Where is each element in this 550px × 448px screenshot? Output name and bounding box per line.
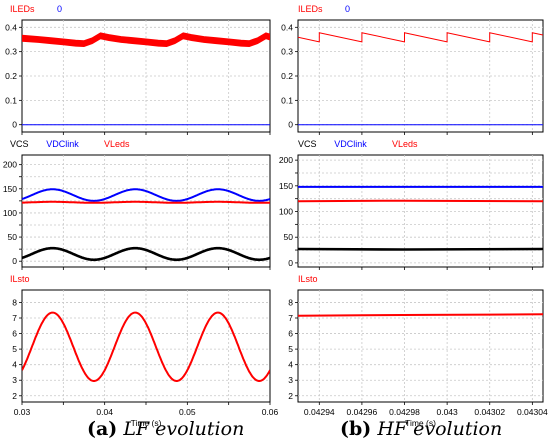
- lf-voltages-ytick-label-2: 50: [8, 232, 18, 242]
- lf-iled-panel: ILEDs 0 0 0.1 0.2 0.3 0.4: [5, 4, 271, 135]
- hf-ilsto-xtick-label-4: 0.04302: [474, 407, 505, 417]
- caption-b-text: HF evolution: [377, 418, 503, 440]
- lf-voltages-ytick-label-4: 100: [3, 208, 17, 218]
- hf-ilsto-series-0: [298, 313, 543, 317]
- hf-iled-legend-0: ILEDs: [298, 4, 323, 14]
- hf-ilsto-xtick-label-0: 0.04294: [304, 407, 335, 417]
- lf-ilsto-ytick-label-1: 3: [12, 375, 17, 385]
- lf-iled-ytick-label-1: 0.1: [5, 95, 17, 105]
- lf-iled-ytick-label-0: 0: [12, 120, 17, 130]
- hf-iled-series-0: [298, 32, 543, 43]
- lf-voltages-series-2: [22, 246, 270, 262]
- lf-ilsto-ytick-label-4: 6: [12, 329, 17, 339]
- hf-ilsto-ytick-label-3: 5: [288, 344, 293, 354]
- lf-voltages-series-1: [22, 200, 270, 204]
- lf-voltages-ytick-label-6: 150: [3, 184, 17, 194]
- lf-voltages-series-0: [22, 188, 270, 202]
- lf-iled-legend-1: 0: [57, 4, 62, 14]
- lf-ilsto-xtick-label-2: 0.04: [96, 407, 113, 417]
- lf-ilsto-xtick-label-0: 0.03: [14, 407, 31, 417]
- hf-voltages-legend-2: VLeds: [392, 139, 418, 149]
- hf-iled-ytick-label-1: 0.1: [281, 95, 293, 105]
- lf-ilsto-ytick-label-5: 7: [12, 313, 17, 323]
- lf-voltages-legend-1: VDClink: [46, 139, 79, 149]
- hf-ilsto-xtick-label-3: 0.043: [436, 407, 458, 417]
- hf-ilsto-legend-0: ILsto: [298, 274, 318, 284]
- hf-voltages-legend-1: VDClink: [334, 139, 367, 149]
- caption-a-text: LF evolution: [123, 418, 245, 440]
- hf-ilsto-ytick-label-6: 8: [288, 297, 293, 307]
- hf-ilsto-ytick-label-1: 3: [288, 375, 293, 385]
- hf-voltages-legend-0: VCS: [298, 139, 317, 149]
- lf-ilsto-xlabel: Time (s): [131, 418, 162, 428]
- hf-ilsto-ytick-label-4: 6: [288, 329, 293, 339]
- lf-ilsto-series-0: [22, 311, 270, 382]
- hf-voltages-ytick-label-2: 50: [284, 232, 294, 242]
- lf-ilsto-legend-0: ILsto: [10, 274, 30, 284]
- lf-ilsto-ytick-label-2: 4: [12, 360, 17, 370]
- hf-ilsto-ytick-label-2: 4: [288, 360, 293, 370]
- hf-ilsto-panel: ILsto 2 3 4 5 6 7 8 0.04294 0.04296 0.04298 0.043 0.…: [288, 274, 548, 428]
- caption-b: (b) HF evolution: [340, 418, 502, 440]
- hf-voltages-panel: VCS VDClink VLeds 0 50 100 150 200: [279, 139, 544, 270]
- lf-voltages-ytick-label-8: 200: [3, 160, 17, 170]
- lf-voltages-legend-2: VLeds: [104, 139, 130, 149]
- hf-voltages-ytick-label-8: 200: [279, 155, 293, 165]
- lf-iled-ytick-label-3: 0.3: [5, 47, 17, 57]
- hf-iled-ytick-label-3: 0.3: [281, 47, 293, 57]
- lf-iled-legend-0: ILEDs: [10, 4, 35, 14]
- lf-voltages-legend-0: VCS: [10, 139, 29, 149]
- lf-iled-ytick-label-4: 0.4: [5, 22, 17, 32]
- hf-ilsto-ytick-label-5: 7: [288, 313, 293, 323]
- lf-ilsto-ytick-label-0: 2: [12, 391, 17, 401]
- lf-voltages-panel: VCS VDClink VLeds 0 50 100 150 200: [3, 139, 271, 270]
- caption-b-tag: (b): [340, 418, 372, 440]
- hf-voltages-ytick-label-0: 0: [288, 258, 293, 268]
- hf-ilsto-xtick-label-2: 0.04298: [389, 407, 420, 417]
- hf-voltages-ytick-label-6: 150: [279, 181, 293, 191]
- hf-voltages-series-1: [298, 199, 543, 203]
- hf-ilsto-frame: [297, 289, 544, 403]
- caption-a-tag: (a): [87, 418, 118, 440]
- hf-ilsto-xlabel: Time (s): [405, 418, 436, 428]
- lf-ilsto-ytick-label-3: 5: [12, 344, 17, 354]
- hf-ilsto-xtick-label-5: 0.04304: [517, 407, 548, 417]
- lf-ilsto-ytick-label-6: 8: [12, 297, 17, 307]
- hf-ilsto-ytick-label-0: 2: [288, 391, 293, 401]
- hf-voltages-ytick-label-4: 100: [279, 207, 293, 217]
- hf-voltages-series-2: [298, 247, 543, 251]
- lf-ilsto-xtick-label-4: 0.05: [179, 407, 196, 417]
- hf-iled-panel: ILEDs 0 0 0.1 0.2 0.3 0.4: [281, 4, 544, 135]
- caption-a: (a) LF evolution: [87, 418, 244, 440]
- hf-ilsto-xtick-label-1: 0.04296: [347, 407, 378, 417]
- hf-iled-ytick-label-2: 0.2: [281, 71, 293, 81]
- lf-ilsto-xtick-label-6: 0.06: [262, 407, 279, 417]
- lf-ilsto-panel: ILsto 2 3 4 5 6 7 8 0.03 0.04 0.05 0.06 Time (s): [10, 274, 279, 428]
- hf-iled-legend-1: 0: [345, 4, 350, 14]
- lf-iled-series-0: [22, 32, 270, 48]
- lf-voltages-ytick-label-0: 0: [12, 256, 17, 266]
- hf-iled-ytick-label-4: 0.4: [281, 22, 293, 32]
- lf-iled-ytick-label-2: 0.2: [5, 71, 17, 81]
- hf-iled-ytick-label-0: 0: [288, 120, 293, 130]
